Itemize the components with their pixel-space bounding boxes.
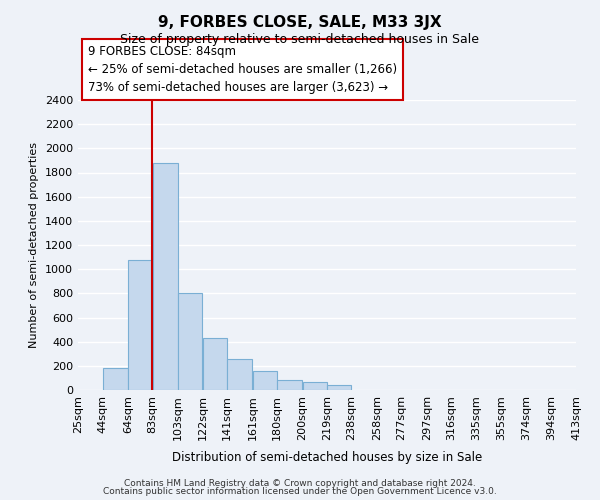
Text: 9 FORBES CLOSE: 84sqm
← 25% of semi-detached houses are smaller (1,266)
73% of s: 9 FORBES CLOSE: 84sqm ← 25% of semi-deta… [88, 45, 397, 94]
Text: 9, FORBES CLOSE, SALE, M33 3JX: 9, FORBES CLOSE, SALE, M33 3JX [158, 15, 442, 30]
Bar [227, 359, 253, 390]
Bar [277, 380, 302, 390]
Bar [253, 372, 277, 390]
Bar [128, 260, 152, 390]
Text: Contains public sector information licensed under the Open Government Licence v3: Contains public sector information licen… [103, 487, 497, 496]
Bar [203, 338, 227, 390]
Text: Size of property relative to semi-detached houses in Sale: Size of property relative to semi-detach… [121, 32, 479, 46]
Bar [178, 294, 202, 390]
X-axis label: Distribution of semi-detached houses by size in Sale: Distribution of semi-detached houses by … [172, 451, 482, 464]
Bar [103, 368, 128, 390]
Y-axis label: Number of semi-detached properties: Number of semi-detached properties [29, 142, 40, 348]
Bar [327, 385, 351, 390]
Bar [303, 382, 327, 390]
Text: Contains HM Land Registry data © Crown copyright and database right 2024.: Contains HM Land Registry data © Crown c… [124, 478, 476, 488]
Bar [152, 163, 178, 390]
